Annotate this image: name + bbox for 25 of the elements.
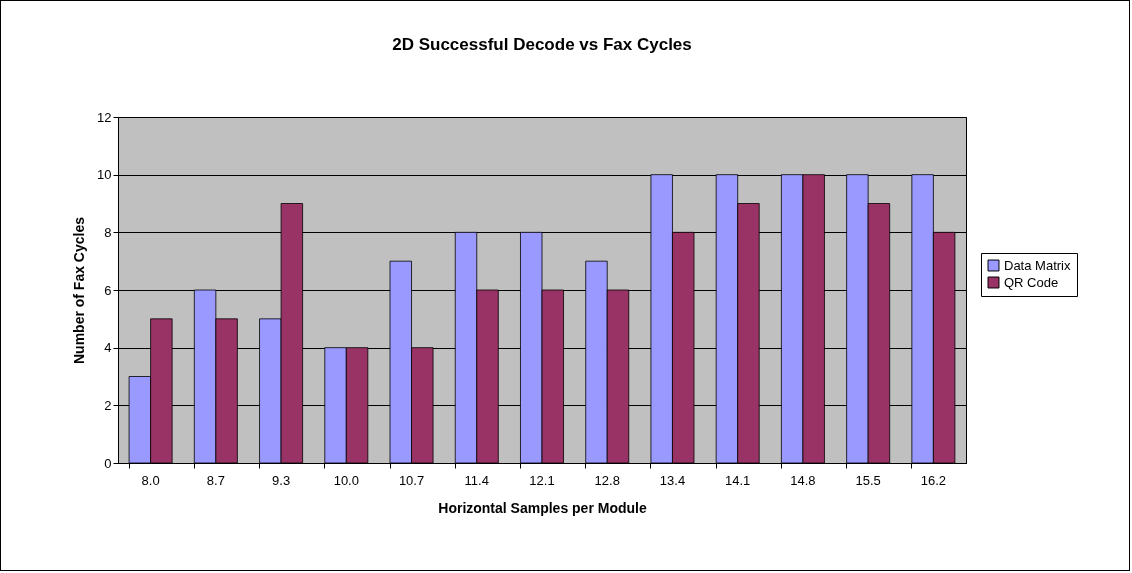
- chart-title: 2D Successful Decode vs Fax Cycles: [392, 35, 692, 54]
- x-tick-label: 15.5: [855, 472, 881, 488]
- x-tick-label: 9.3: [272, 472, 291, 488]
- x-tick-label: 13.4: [659, 472, 686, 488]
- y-tick-label: 12: [97, 109, 112, 125]
- y-tick-label: 0: [104, 455, 112, 471]
- y-tick-label: 10: [97, 167, 112, 183]
- x-tick-label: 12.1: [529, 472, 555, 488]
- x-axis-title: Horizontal Samples per Module: [438, 499, 647, 516]
- y-tick-label: 8: [104, 224, 112, 240]
- x-tick-label: 12.8: [594, 472, 620, 488]
- x-tick-label: 11.4: [464, 472, 489, 488]
- legend-label: Data Matrix: [1004, 257, 1071, 273]
- x-tick-label: 14.1: [725, 472, 751, 488]
- y-tick-label: 2: [104, 397, 112, 413]
- x-tick-label: 10.0: [333, 472, 359, 488]
- x-tick-label: 16.2: [920, 472, 947, 488]
- y-axis-title: Number of Fax Cycles: [71, 216, 88, 365]
- y-tick-label: 6: [104, 282, 112, 298]
- x-tick-label: 8.7: [206, 472, 225, 488]
- x-tick-label: 8.0: [141, 472, 160, 488]
- legend-label: QR Code: [1004, 274, 1059, 290]
- x-tick-label: 14.8: [790, 472, 816, 488]
- y-tick-label: 4: [104, 340, 112, 356]
- x-tick-label: 10.7: [398, 472, 425, 488]
